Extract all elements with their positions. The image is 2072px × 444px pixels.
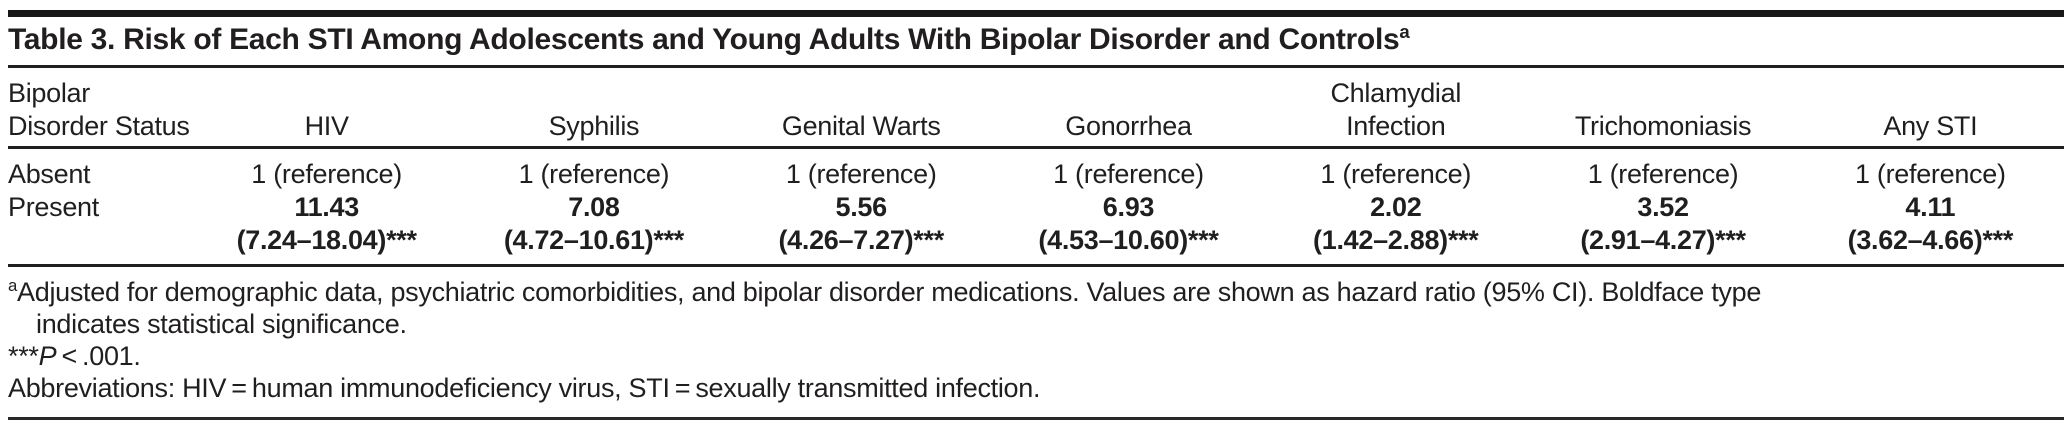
bottom-rule bbox=[8, 417, 2064, 420]
hazard-ratio-value: 2.02 bbox=[1370, 192, 1422, 222]
footnote-a: aAdjusted for demographic data, psychiat… bbox=[8, 276, 2064, 308]
column-header-syphilis: Syphilis bbox=[460, 68, 728, 149]
sti-risk-table: Bipolar Disorder Status HIV Syphilis Gen… bbox=[8, 68, 2064, 267]
row-label-present: Present bbox=[8, 191, 193, 267]
hazard-ratio-value: 7.08 bbox=[568, 192, 620, 222]
reference-cell: 1 (reference) bbox=[1855, 159, 2006, 189]
confidence-interval: (4.53–10.60)*** bbox=[1038, 225, 1219, 255]
column-header-gonorrhea: Gonorrhea bbox=[994, 68, 1263, 149]
column-header-trichomoniasis: Trichomoniasis bbox=[1529, 68, 1797, 149]
hazard-ratio-value: 4.11 bbox=[1905, 192, 1956, 222]
header-row: Bipolar Disorder Status HIV Syphilis Gen… bbox=[8, 68, 2064, 149]
reference-cell: 1 (reference) bbox=[785, 159, 937, 189]
column-header-chlamydial-infection: Chlamydial Infection bbox=[1262, 68, 1530, 149]
footnote-a-text: Adjusted for demographic data, psychiatr… bbox=[17, 277, 1762, 307]
confidence-interval: (3.62–4.66)*** bbox=[1847, 225, 2014, 255]
confidence-interval: (7.24–18.04)*** bbox=[236, 225, 417, 255]
abbreviations-note: Abbreviations: HIV = human immunodeficie… bbox=[8, 373, 1041, 403]
table-footnotes: aAdjusted for demographic data, psychiat… bbox=[8, 267, 2064, 404]
column-header-genital-warts: Genital Warts bbox=[727, 68, 995, 149]
hazard-ratio-cell: 5.56 (4.26–7.27)*** bbox=[727, 191, 995, 267]
hazard-ratio-value: 5.56 bbox=[835, 192, 888, 222]
confidence-interval: (2.91–4.27)*** bbox=[1580, 225, 1746, 255]
reference-cell: 1 (reference) bbox=[1053, 159, 1204, 189]
significance-note: ***P < .001. bbox=[8, 340, 2064, 372]
hazard-ratio-cell: 2.02 (1.42–2.88)*** bbox=[1262, 191, 1530, 267]
reference-cell: 1 (reference) bbox=[518, 159, 670, 189]
significance-p: P bbox=[38, 341, 57, 371]
column-header-hiv: HIV bbox=[193, 68, 461, 149]
reference-cell: 1 (reference) bbox=[1320, 159, 1472, 189]
confidence-interval: (1.42–2.88)*** bbox=[1313, 225, 1479, 255]
footnote-a-continuation: indicates statistical significance. bbox=[36, 309, 407, 339]
table-title-text: Table 3. Risk of Each STI Among Adolesce… bbox=[8, 23, 1400, 56]
hazard-ratio-cell: 11.43 (7.24–18.04)*** bbox=[193, 191, 461, 267]
hazard-ratio-cell: 6.93 (4.53–10.60)*** bbox=[994, 191, 1263, 267]
reference-cell: 1 (reference) bbox=[1587, 159, 1739, 189]
top-rule bbox=[8, 10, 2064, 17]
hazard-ratio-cell: 4.11 (3.62–4.66)*** bbox=[1796, 191, 2064, 267]
hazard-ratio-value: 6.93 bbox=[1102, 192, 1155, 222]
reference-cell: 1 (reference) bbox=[251, 159, 402, 189]
table-row-absent: Absent 1 (reference) 1 (reference) 1 (re… bbox=[8, 148, 2064, 192]
table-title-footnote-marker: a bbox=[1399, 21, 1410, 42]
hazard-ratio-value: 11.43 bbox=[294, 192, 359, 222]
column-header-any-sti: Any STI bbox=[1796, 68, 2064, 149]
hazard-ratio-cell: 7.08 (4.72–10.61)*** bbox=[460, 191, 728, 267]
hazard-ratio-value: 3.52 bbox=[1637, 192, 1689, 222]
column-header-bipolar-disorder-status: Bipolar Disorder Status bbox=[8, 68, 193, 149]
hazard-ratio-cell: 3.52 (2.91–4.27)*** bbox=[1529, 191, 1797, 267]
table-row-present: Present 11.43 (7.24–18.04)*** 7.08 (4.72… bbox=[8, 191, 2064, 267]
row-label-absent: Absent bbox=[8, 159, 91, 189]
significance-stars: *** bbox=[8, 341, 39, 371]
footnote-a-marker: a bbox=[8, 276, 18, 295]
confidence-interval: (4.26–7.27)*** bbox=[778, 225, 944, 255]
table-title: Table 3. Risk of Each STI Among Adolesce… bbox=[8, 20, 2064, 68]
significance-threshold: < .001. bbox=[56, 341, 141, 371]
confidence-interval: (4.72–10.61)*** bbox=[503, 225, 684, 255]
